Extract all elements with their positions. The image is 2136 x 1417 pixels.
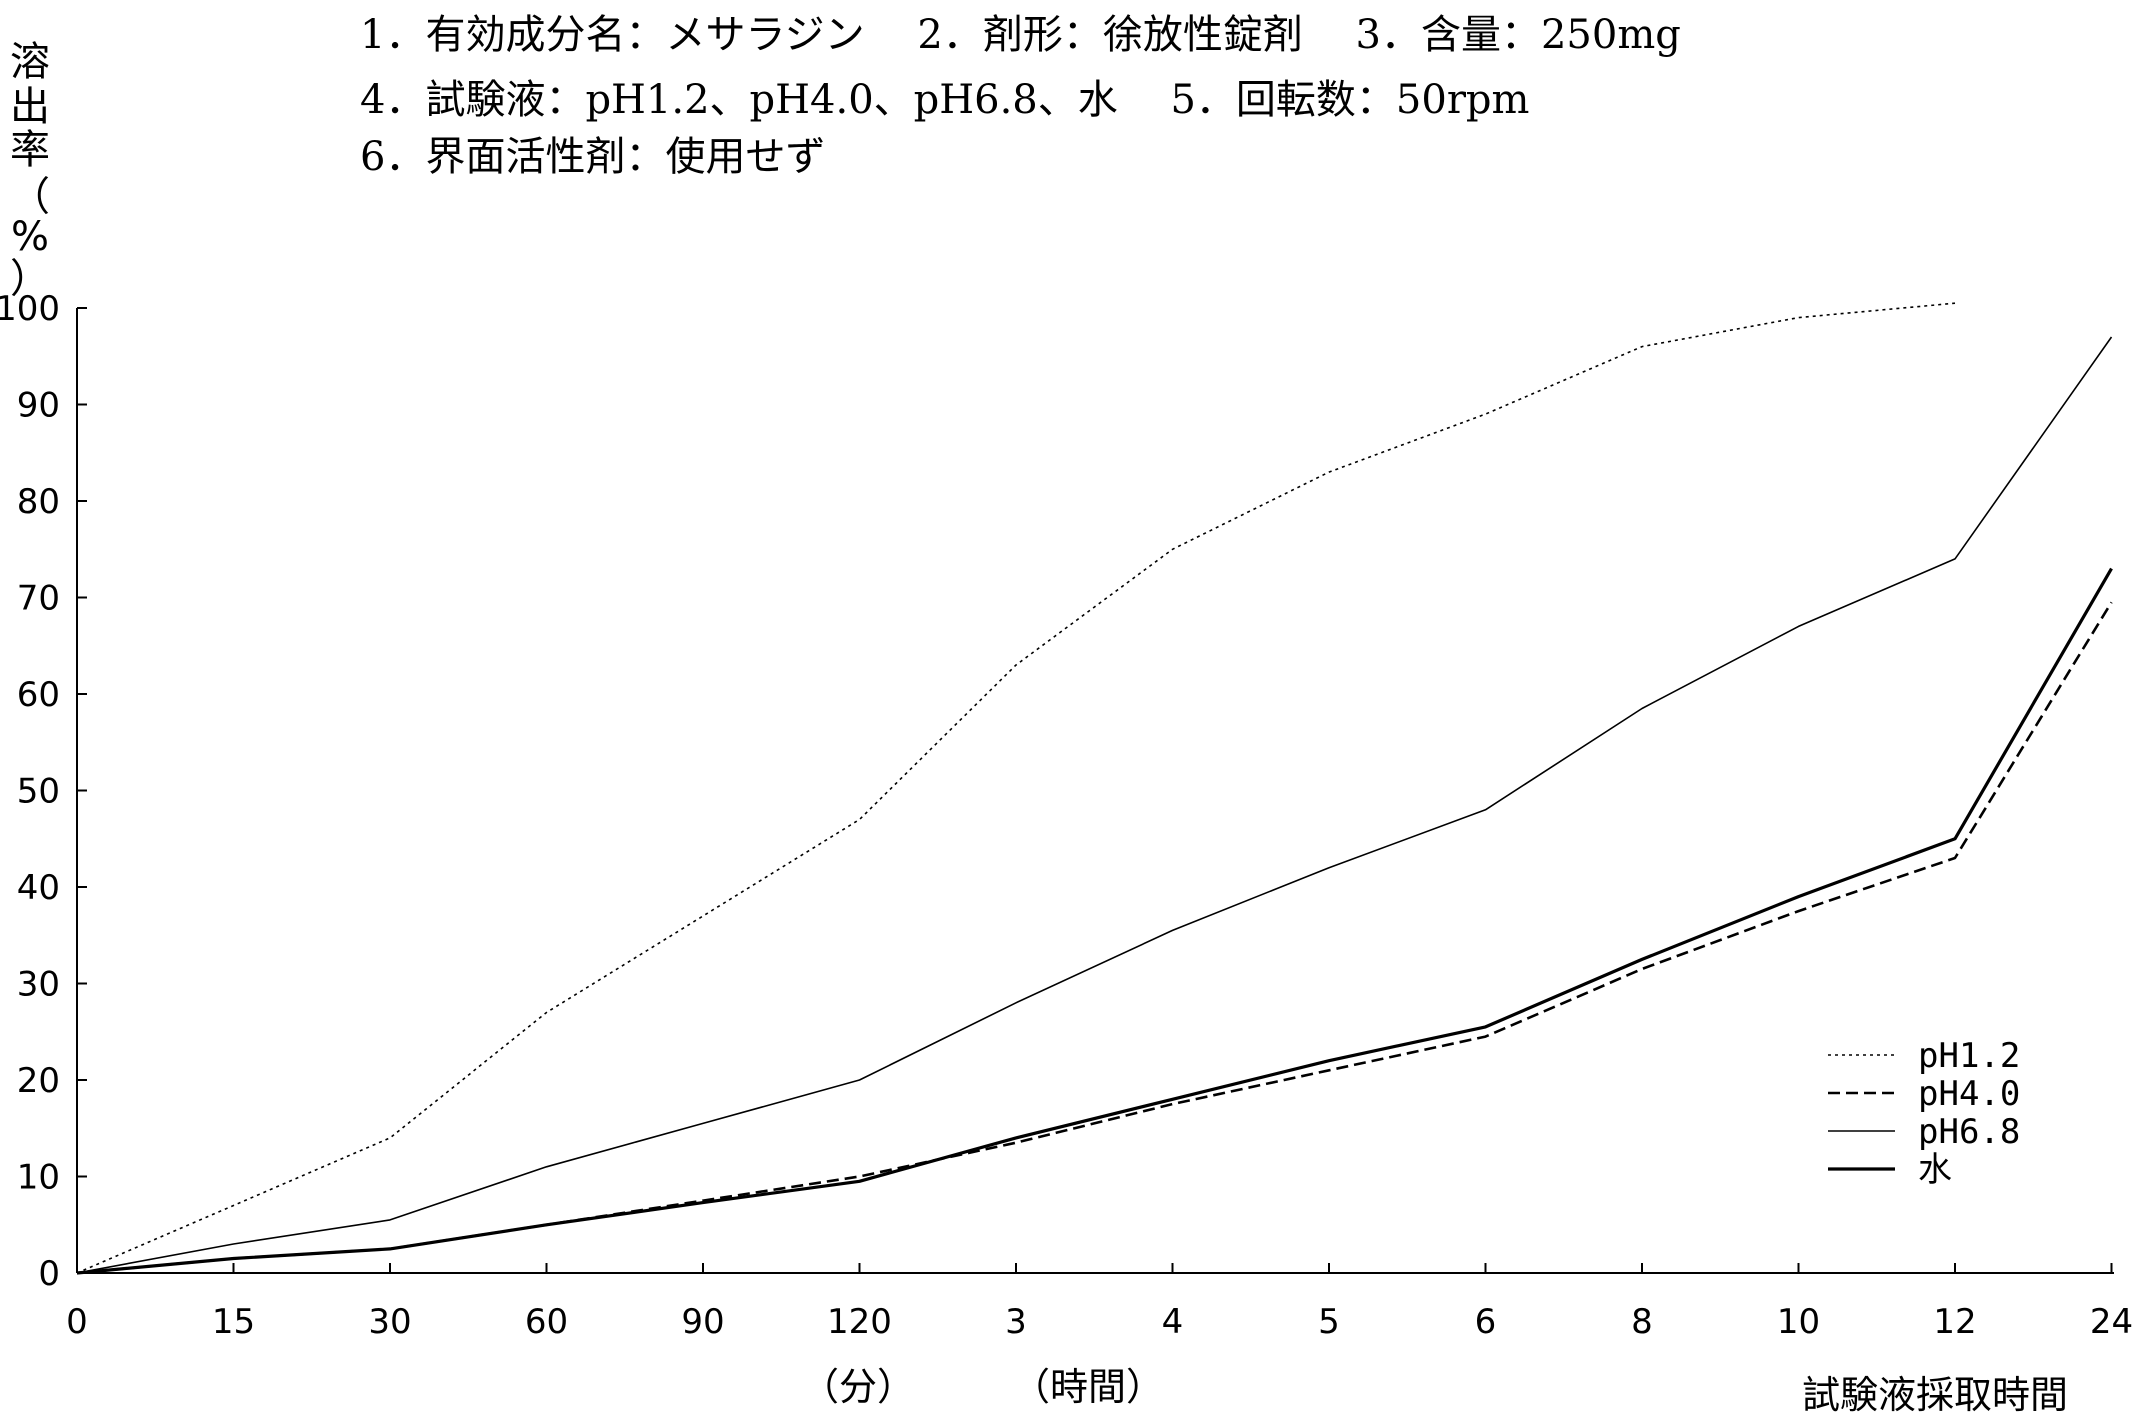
x-tick-label: 5 (1318, 1302, 1340, 1342)
series-line-2 (76, 336, 2113, 1274)
y-tick-label: 60 (17, 675, 60, 715)
x-tick-label: 15 (212, 1302, 255, 1342)
y-tick-label: 80 (17, 482, 60, 522)
y-axis-label-char: % (11, 214, 49, 260)
x-unit-hours: （時間） (1012, 1365, 1164, 1409)
x-tick-label: 6 (1475, 1302, 1497, 1342)
y-axis-label-char: 率 (10, 127, 50, 173)
y-axis-label-char: （ (10, 174, 50, 220)
header-line-1: 1．有効成分名：メサラジン 2．剤形：徐放性錠剤 3．含量：250mg (360, 12, 1681, 58)
y-tick-label: 40 (17, 868, 60, 908)
x-tick-label: 0 (66, 1302, 88, 1342)
legend-label: pH4.0 (1918, 1074, 2020, 1114)
series-line-1 (76, 601, 2113, 1275)
series-lines (76, 302, 2113, 1275)
x-tick-label: 8 (1631, 1302, 1653, 1342)
x-axis-title: 試験液採取時間 (1802, 1373, 2068, 1417)
legend-label: 水 (1918, 1150, 1952, 1190)
x-tick-label: 120 (827, 1302, 892, 1342)
y-axis-label-char: ） (10, 256, 50, 302)
x-tick-label: 24 (2090, 1302, 2133, 1342)
y-tick-label: 50 (17, 772, 60, 812)
x-ticks: 0 15 30 60 90 120 3 4 5 6 8 10 12 24 (66, 1263, 2133, 1342)
header-line-3: 6．界面活性剤：使用せず (360, 134, 825, 180)
legend-label: pH1.2 (1918, 1036, 2020, 1076)
x-tick-label: 10 (1777, 1302, 1820, 1342)
x-tick-label: 60 (525, 1302, 568, 1342)
y-axis-label-char: 溶 (10, 39, 50, 85)
y-tick-label: 70 (17, 579, 60, 619)
x-tick-label: 4 (1162, 1302, 1184, 1342)
y-tick-label: 90 (17, 386, 60, 426)
legend-label: pH6.8 (1918, 1112, 2020, 1152)
series-line-0 (76, 302, 1956, 1274)
y-tick-label: 100 (0, 289, 60, 329)
y-axis-label: 溶出率（%） (10, 39, 50, 302)
x-tick-label: 90 (681, 1302, 724, 1342)
series-line-3 (76, 567, 2113, 1275)
y-ticks: 0 10 20 30 40 50 60 70 80 90 100 (0, 289, 87, 1294)
y-tick-label: 20 (17, 1061, 60, 1101)
y-tick-label: 30 (17, 965, 60, 1005)
header-line-2: 4．試験液：pH1.2、pH4.0、pH6.8、水 5．回転数：50rpm (360, 77, 1529, 123)
x-tick-label: 3 (1005, 1302, 1027, 1342)
x-unit-minutes: （分） (801, 1365, 915, 1409)
y-tick-label: 0 (38, 1254, 60, 1294)
y-tick-label: 10 (17, 1158, 60, 1198)
x-tick-label: 30 (368, 1302, 411, 1342)
x-tick-label: 12 (1933, 1302, 1976, 1342)
y-axis-label-char: 出 (10, 84, 50, 130)
